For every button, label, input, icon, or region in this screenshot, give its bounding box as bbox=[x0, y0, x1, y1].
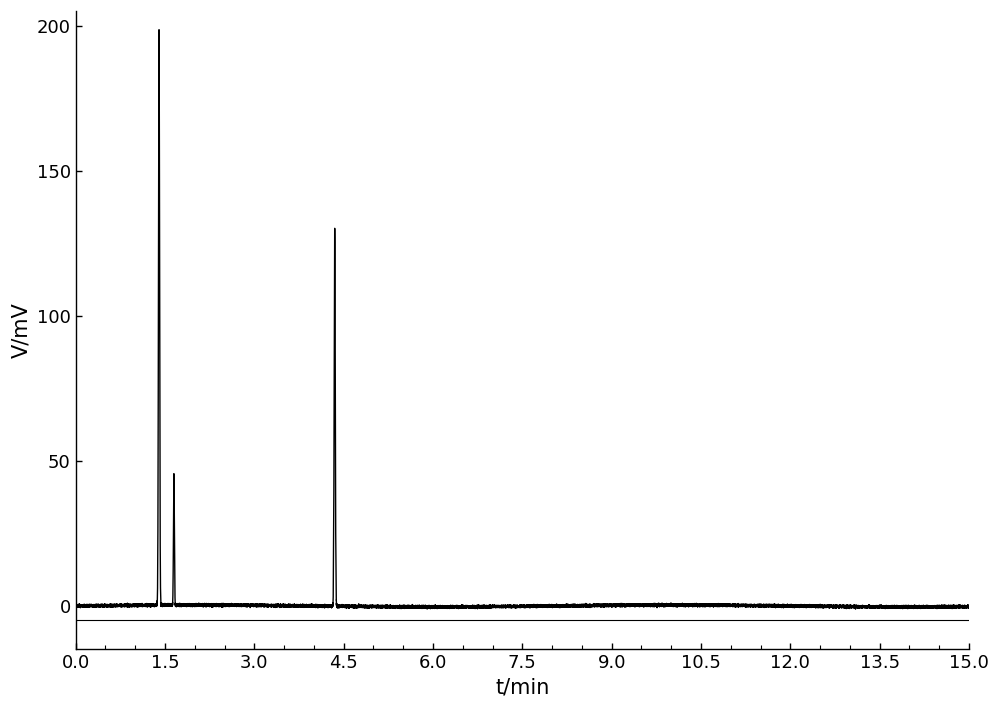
X-axis label: t/min: t/min bbox=[495, 678, 549, 698]
Y-axis label: V/mV: V/mV bbox=[11, 303, 31, 358]
